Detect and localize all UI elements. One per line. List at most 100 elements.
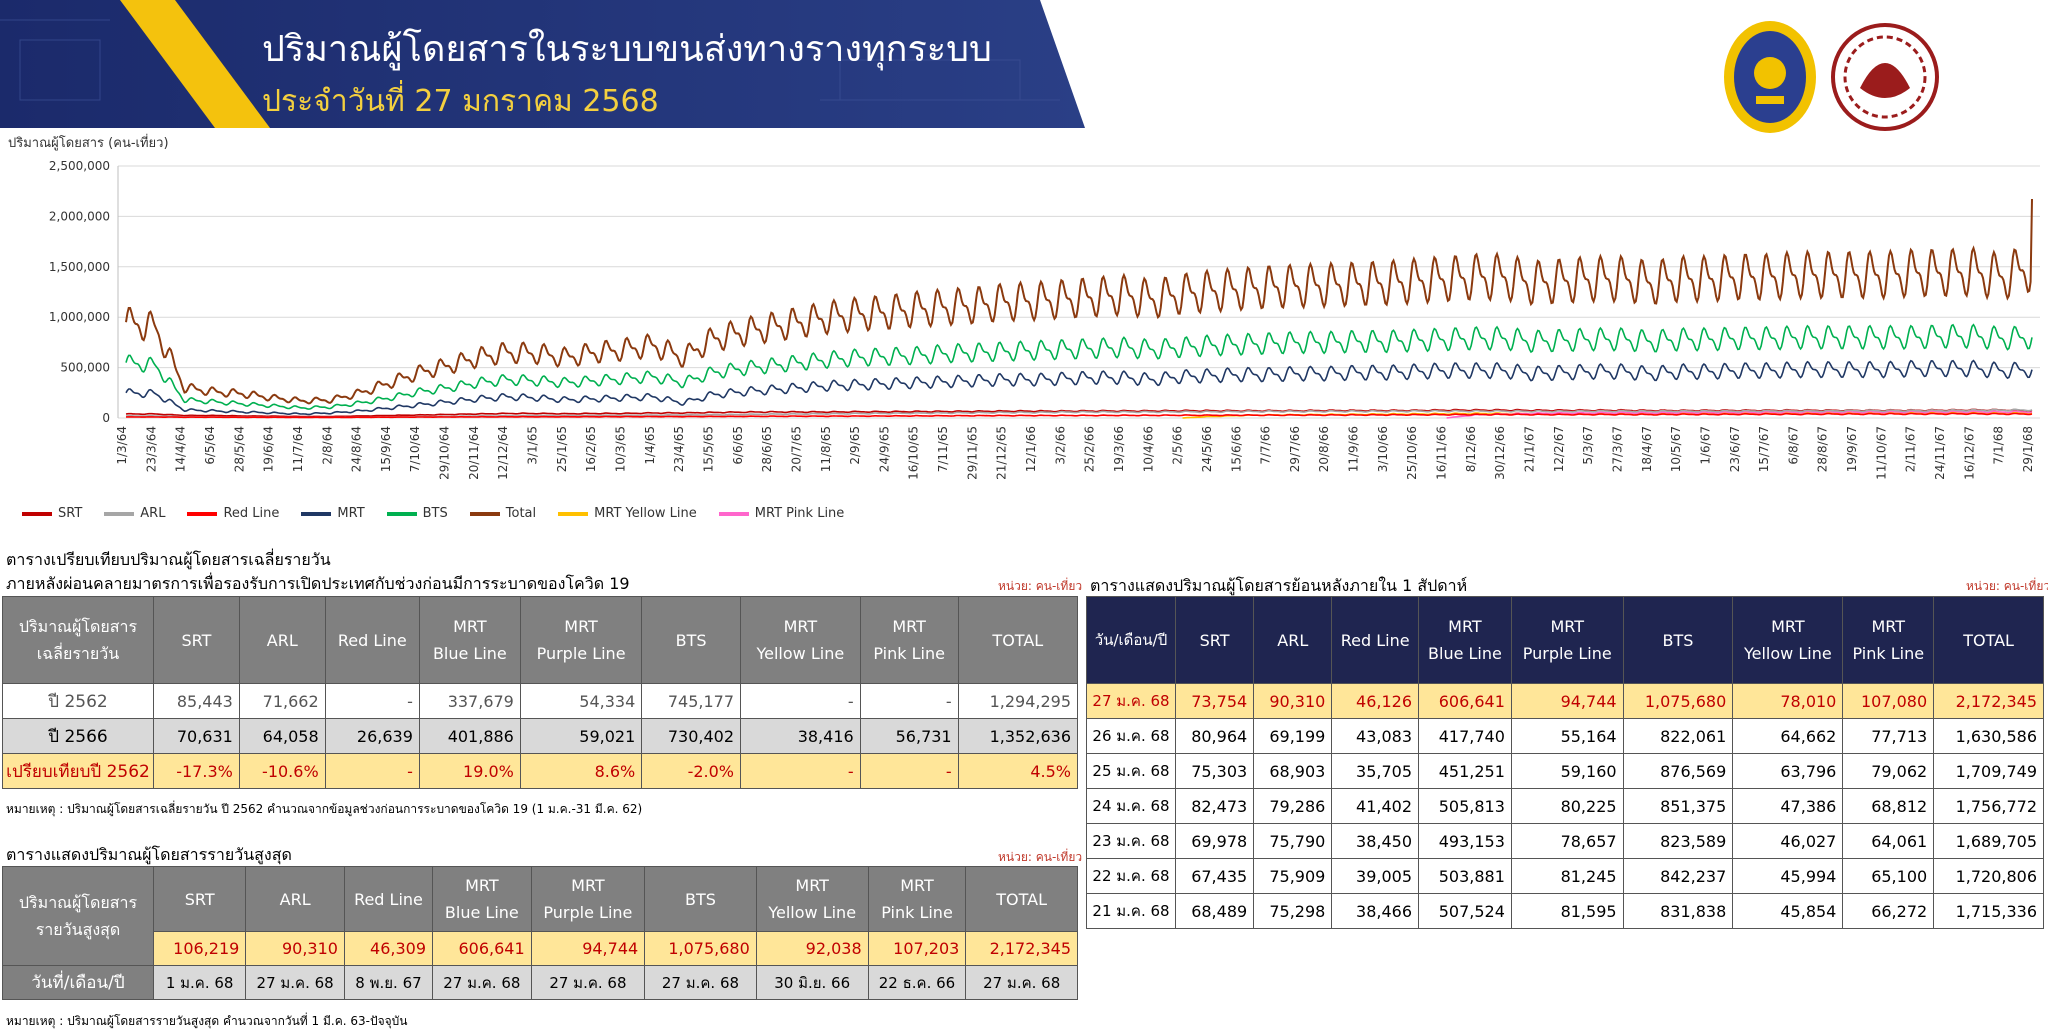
week-cell: 75,790 bbox=[1253, 823, 1333, 859]
max-table: ปริมาณผู้โดยสาร รายวันสูงสุด SRT ARL Red Lin… bbox=[2, 866, 1078, 1000]
x-tick-label: 15/9/64 bbox=[379, 426, 393, 472]
week-row: 24 ม.ค. 68 82,473 79,286 41,402 505,813 80,22… bbox=[1086, 788, 2044, 824]
legend-item: SRT bbox=[22, 506, 82, 521]
week-cell: 79,062 bbox=[1842, 753, 1935, 789]
legend-swatch bbox=[558, 511, 589, 516]
page-subtitle: ประจำวันที่ 27 มกราคม 2568 bbox=[262, 84, 659, 119]
week-header: Red Line bbox=[1331, 596, 1419, 684]
header-line: Purple Line bbox=[543, 903, 633, 922]
y-tick-label: 1,000,000 bbox=[49, 310, 110, 324]
week-cell: 81,595 bbox=[1510, 893, 1624, 929]
ministry-seal-logo bbox=[1724, 21, 1816, 133]
header-line: MRT bbox=[900, 876, 934, 895]
max-value-cell: 92,038 bbox=[755, 931, 869, 966]
compare-cell: - bbox=[859, 753, 959, 789]
week-row: 26 ม.ค. 68 80,964 69,199 43,083 417,740 55,16… bbox=[1086, 718, 2044, 754]
x-tick-label: 10/3/65 bbox=[613, 426, 627, 472]
y-tick-label: 2,000,000 bbox=[49, 209, 110, 223]
x-tick-label: 24/11/67 bbox=[1933, 426, 1947, 480]
week-row: 23 ม.ค. 68 69,978 75,790 38,450 493,153 78,65… bbox=[1086, 823, 2044, 859]
max-date-row: วันที่/เดือน/ปี 1 ม.ค. 68 27 ม.ค. 68 8 พ.ย.… bbox=[2, 965, 1078, 1000]
x-tick-label: 10/5/67 bbox=[1669, 426, 1683, 472]
header-line: TOTAL bbox=[1963, 630, 2014, 650]
x-tick-label: 29/1/68 bbox=[2021, 426, 2035, 472]
x-tick-label: 5/3/67 bbox=[1581, 426, 1595, 465]
week-header: MRT Pink Line bbox=[1842, 596, 1935, 684]
week-row: 27 ม.ค. 68 73,754 90,310 46,126 606,641 94,74… bbox=[1086, 683, 2044, 719]
week-header: MRT Purple Line bbox=[1510, 596, 1624, 684]
x-tick-label: 18/4/67 bbox=[1640, 426, 1654, 472]
week-cell: 55,164 bbox=[1510, 718, 1624, 754]
x-tick-label: 19/6/64 bbox=[262, 426, 276, 472]
max-header: MRT Yellow Line bbox=[755, 866, 869, 932]
header-line: ARL bbox=[266, 630, 298, 650]
x-tick-label: 7/11/65 bbox=[936, 426, 950, 472]
week-cell: 90,310 bbox=[1253, 683, 1333, 719]
max-value-cell: 46,309 bbox=[343, 931, 434, 966]
compare-header: MRT Pink Line bbox=[859, 596, 959, 684]
week-cell: 842,237 bbox=[1622, 858, 1734, 894]
week-date: 21 ม.ค. 68 bbox=[1086, 893, 1176, 929]
header-line: MRT bbox=[783, 617, 818, 636]
week-cell: 505,813 bbox=[1418, 788, 1512, 824]
x-tick-label: 19/9/67 bbox=[1845, 426, 1859, 472]
week-cell: 69,978 bbox=[1174, 823, 1255, 859]
compare-cell: - bbox=[859, 683, 959, 719]
week-cell: 107,080 bbox=[1842, 683, 1935, 719]
compare-row-label: ปี 2566 bbox=[2, 718, 154, 754]
x-tick-label: 21/1/67 bbox=[1523, 426, 1537, 472]
week-cell: 39,005 bbox=[1331, 858, 1419, 894]
max-header: TOTAL bbox=[965, 866, 1078, 932]
week-cell: 43,083 bbox=[1331, 718, 1419, 754]
week-title: ตารางแสดงปริมาณผู้โดยสารย้อนหลังภายใน 1 … bbox=[1090, 576, 1468, 595]
header-line: BTS bbox=[685, 889, 716, 909]
week-cell: 63,796 bbox=[1732, 753, 1844, 789]
max-value-cell: 106,219 bbox=[152, 931, 247, 966]
week-cell: 79,286 bbox=[1253, 788, 1333, 824]
week-cell: 822,061 bbox=[1622, 718, 1734, 754]
x-tick-label: 16/10/65 bbox=[907, 426, 921, 480]
header-line: ARL bbox=[279, 889, 311, 909]
week-cell: 65,100 bbox=[1842, 858, 1935, 894]
week-cell: 69,199 bbox=[1253, 718, 1333, 754]
compare-cell: 8.6% bbox=[519, 753, 643, 789]
compare-header: BTS bbox=[641, 596, 741, 684]
x-tick-label: 11/10/67 bbox=[1874, 426, 1888, 480]
compare-row: เปรียบเทียบปี 2562 -17.3% -10.6% -19.0% 8.6%… bbox=[2, 753, 1079, 789]
x-tick-label: 7/7/66 bbox=[1259, 426, 1273, 465]
x-tick-label: 27/3/67 bbox=[1610, 426, 1624, 472]
x-tick-label: 7/10/64 bbox=[408, 426, 422, 472]
legend-swatch bbox=[22, 511, 52, 516]
x-tick-label: 25/2/66 bbox=[1083, 426, 1097, 472]
week-cell: 66,272 bbox=[1842, 893, 1935, 929]
week-cell: 68,903 bbox=[1253, 753, 1333, 789]
x-tick-label: 11/8/65 bbox=[819, 426, 833, 472]
legend-item: MRT Yellow Line bbox=[558, 506, 697, 521]
max-date-cell: 1 ม.ค. 68 bbox=[152, 965, 247, 1000]
week-unit: หน่วย: คน-เที่ยว bbox=[1966, 579, 2048, 593]
x-tick-label: 6/5/64 bbox=[203, 426, 217, 465]
legend-label: ARL bbox=[140, 506, 166, 521]
compare-subtitle: ภายหลังผ่อนคลายมาตรการเพื่อรองรับการเปิด… bbox=[6, 574, 630, 593]
corner-line: ปริมาณผู้โดยสาร bbox=[18, 893, 138, 912]
compare-cell: 38,416 bbox=[740, 718, 861, 754]
week-cell: 80,225 bbox=[1510, 788, 1624, 824]
max-header-row: ปริมาณผู้โดยสาร รายวันสูงสุด SRT ARL Red Lin… bbox=[2, 866, 1078, 966]
compare-corner: ปริมาณผู้โดยสาร เฉลี่ยรายวัน bbox=[2, 596, 154, 684]
week-cell: 94,744 bbox=[1510, 683, 1624, 719]
compare-cell: 26,639 bbox=[324, 718, 420, 754]
x-tick-label: 3/10/66 bbox=[1376, 426, 1390, 472]
compare-cell: - bbox=[740, 683, 861, 719]
compare-cell: -17.3% bbox=[153, 753, 240, 789]
corner-line: ปริมาณผู้โดยสาร bbox=[18, 617, 138, 636]
x-tick-label: 15/7/67 bbox=[1757, 426, 1771, 472]
max-date-cell: 27 ม.ค. 68 bbox=[965, 965, 1078, 1000]
max-value-cell: 606,641 bbox=[432, 931, 532, 966]
header-line: MRT bbox=[453, 617, 487, 636]
week-row: 21 ม.ค. 68 68,489 75,298 38,466 507,524 81,59… bbox=[1086, 893, 2044, 929]
legend-item: MRT bbox=[301, 506, 365, 521]
week-cell: 1,689,705 bbox=[1933, 823, 2044, 859]
week-cell: 77,713 bbox=[1842, 718, 1935, 754]
header-line: BTS bbox=[675, 630, 707, 650]
legend-item: ARL bbox=[104, 506, 165, 521]
